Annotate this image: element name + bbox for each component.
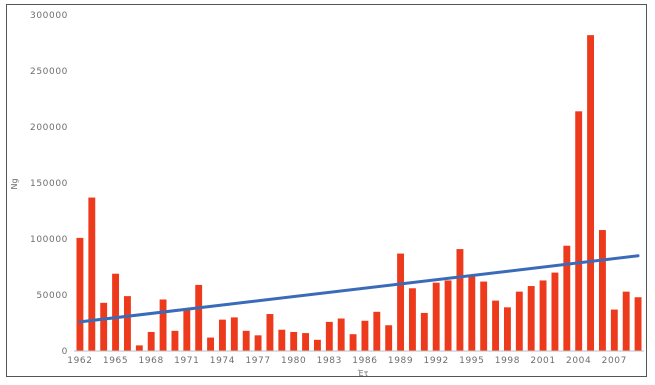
x-tick-label: 1962 [67,356,92,366]
bar-1991 [420,312,428,351]
bar-1963 [88,197,96,351]
bar-1970 [171,330,179,351]
bar-1996 [480,281,488,351]
y-tick-label: 300000 [30,11,68,21]
bar-1966 [123,296,131,351]
y-tick-label: 0 [62,347,68,357]
x-tick-label: 2004 [566,356,591,366]
bar-1984 [337,318,345,351]
bar-1975 [230,317,238,351]
bar-1968 [147,331,155,351]
bar-1983 [325,321,333,351]
bar-1978 [266,314,274,351]
bar-2007 [610,309,618,351]
x-tick-label: 1986 [352,356,377,366]
bar-2001 [539,280,547,351]
bar-1989 [397,253,405,351]
bar-2009 [634,297,642,351]
bar-1982 [313,339,321,351]
x-tick-label: 1968 [139,356,164,366]
y-tick-label: 150000 [30,179,68,189]
y-axis-title: Ng [10,178,19,189]
x-axis-title: Έτ [357,369,369,378]
bar-1977 [254,335,262,351]
bar-1985 [349,334,357,351]
x-tick-label: 1971 [174,356,199,366]
bar-1974 [218,319,226,351]
bar-1967 [135,345,143,351]
y-tick-label: 100000 [30,235,68,245]
y-tick-label: 200000 [30,123,68,133]
bar-1988 [385,325,393,351]
bar-1965 [112,273,120,351]
x-tick-label: 1965 [103,356,128,366]
trend-line [78,254,640,324]
bar-1976 [242,330,250,351]
bar-2000 [527,286,535,351]
x-tick-label: 1980 [281,356,306,366]
bar-1990 [408,288,416,351]
bar-1994 [456,249,464,351]
bar-2004 [575,111,583,351]
bar-1979 [278,329,286,351]
bar-2002 [551,272,559,351]
bar-1971 [183,309,191,351]
bar-2006 [598,230,606,351]
y-tick-label: 250000 [30,67,68,77]
bar-1969 [159,299,167,351]
x-tick-label: 1974 [210,356,235,366]
bar-2005 [587,35,595,351]
bar-1986 [361,320,369,351]
bar-2003 [563,245,571,351]
bar-1999 [515,291,523,351]
y-tick-label: 50000 [36,291,68,301]
bar-1964 [100,302,108,351]
x-tick-label: 1983 [317,356,342,366]
bar-1962 [76,237,84,351]
bar-1992 [432,282,440,351]
bar-1993 [444,280,452,351]
bar-1987 [373,311,381,351]
x-tick-label: 1992 [424,356,449,366]
bar-1995 [468,275,476,351]
bar-1997 [492,300,500,351]
x-tick-label: 2001 [530,356,555,366]
x-tick-label: 1989 [388,356,413,366]
x-tick-label: 1998 [495,356,520,366]
bar-2008 [622,291,630,351]
bar-1998 [503,307,511,351]
bar-1973 [207,337,215,351]
x-tick-label: 1995 [459,356,484,366]
bar-1981 [302,333,310,351]
bar-1972 [195,284,203,351]
bar-1980 [290,331,298,351]
x-tick-label: 2007 [602,356,627,366]
x-tick-label: 1977 [245,356,270,366]
